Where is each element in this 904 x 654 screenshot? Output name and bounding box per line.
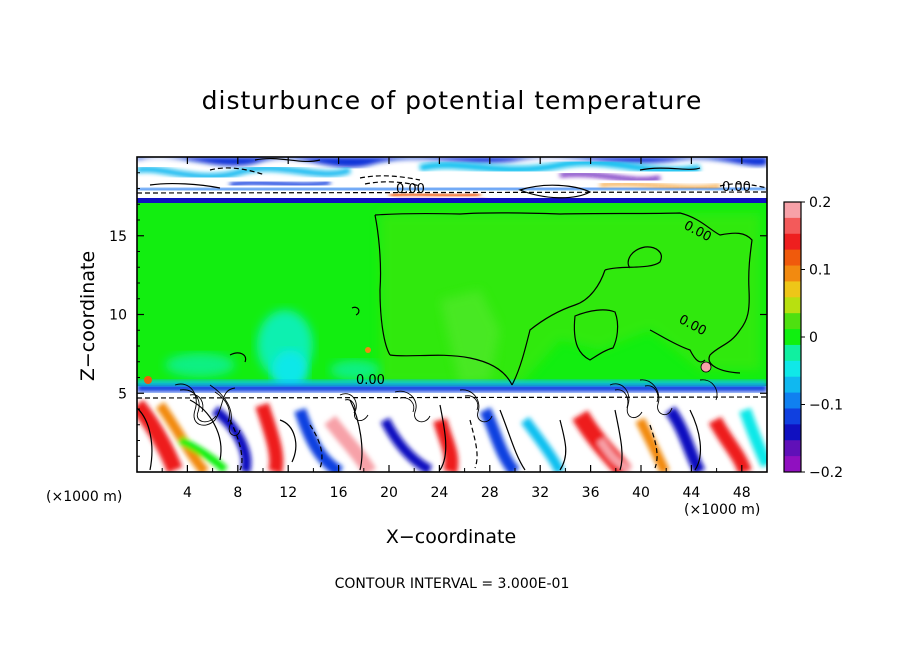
chart-title: disturbunce of potential temperature [201, 86, 703, 115]
x-tick-label: 16 [330, 485, 348, 501]
x-tick-label: 4 [183, 485, 192, 501]
x-unit-left: (×1000 m) [46, 489, 123, 505]
colorbar-swatch [784, 424, 801, 441]
x-axis-ticks: 4 8 12 16 20 24 28 32 36 40 44 48 [161, 157, 751, 501]
colorbar-swatch [784, 360, 801, 378]
y-tick-label: 5 [118, 386, 127, 402]
contour-label-bottom: 0.00 [356, 373, 385, 388]
colorbar-swatch [784, 281, 801, 298]
colorbar-swatch [784, 376, 801, 394]
contour-label-top-center: 0.00 [396, 182, 425, 197]
x-tick-label: 8 [233, 485, 242, 501]
colorbar-swatch [784, 249, 801, 267]
y-tick-label: 10 [109, 308, 127, 324]
colorbar [783, 201, 802, 473]
colorbar-swatch [784, 408, 801, 425]
y-tick-label: 15 [109, 229, 127, 245]
contour-label-top-right: 0.00 [722, 180, 751, 195]
x-tick-label: 44 [682, 485, 700, 501]
x-tick-label: 36 [582, 485, 600, 501]
y-axis-ticks: 5 10 15 [109, 172, 767, 457]
x-unit-right: (×1000 m) [684, 502, 761, 518]
x-tick-label: 12 [279, 485, 297, 501]
colorbar-swatch [784, 344, 801, 362]
contour-interval-note: CONTOUR INTERVAL = 3.000E-01 [334, 576, 570, 592]
x-tick-label: 40 [632, 485, 650, 501]
colorbar-ticks: 0.2 0.1 0 −0.1 −0.2 [801, 195, 843, 481]
x-tick-label: 32 [531, 485, 549, 501]
colorbar-swatch [784, 217, 801, 235]
colorbar-swatch [784, 313, 801, 330]
colorbar-swatch [784, 265, 801, 282]
colorbar-tick-label: 0 [809, 330, 818, 346]
x-tick-label: 28 [481, 485, 499, 501]
colorbar-swatch [784, 456, 801, 473]
x-tick-label: 20 [380, 485, 398, 501]
colorbar-swatch [784, 440, 801, 457]
x-axis-label: X−coordinate [385, 526, 517, 548]
colorbar-tick-label: −0.1 [809, 398, 843, 414]
colorbar-swatch [784, 392, 801, 409]
colorbar-swatch [784, 297, 801, 314]
y-axis-label: Z−coordinate [77, 250, 99, 382]
heatmap-field [137, 157, 767, 472]
colorbar-tick-label: −0.2 [809, 465, 843, 481]
x-tick-label: 48 [733, 485, 751, 501]
x-tick-label: 24 [430, 485, 448, 501]
colorbar-swatch [784, 329, 801, 346]
colorbar-tick-label: 0.2 [809, 195, 831, 211]
colorbar-tick-label: 0.1 [809, 263, 831, 279]
colorbar-swatch [784, 202, 801, 219]
colorbar-swatch [784, 233, 801, 251]
